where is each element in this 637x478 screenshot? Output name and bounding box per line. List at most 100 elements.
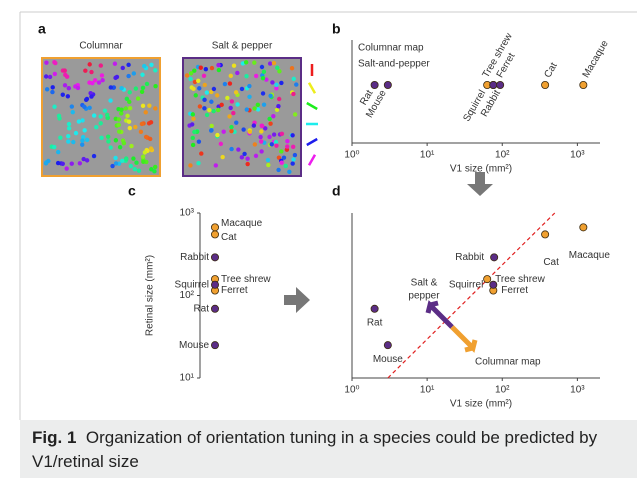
map-cell xyxy=(126,62,131,68)
map-cell xyxy=(184,73,190,78)
map-cell xyxy=(70,109,75,115)
map-cell xyxy=(140,85,146,91)
data-point xyxy=(489,81,498,90)
map-cell xyxy=(259,64,265,70)
map-cell xyxy=(47,74,53,80)
map-cell xyxy=(89,69,94,75)
map-cell xyxy=(100,78,105,83)
y-tick-label: 10¹ xyxy=(180,373,195,384)
map-cell xyxy=(136,168,142,173)
map-cell xyxy=(190,142,196,148)
map-cell xyxy=(276,167,281,173)
point-label: Rabbit xyxy=(180,252,209,263)
data-point xyxy=(579,81,588,90)
map-cell xyxy=(252,106,257,111)
data-point xyxy=(489,280,498,289)
annotation: Columnar map xyxy=(475,357,541,368)
map-cell xyxy=(80,138,85,143)
point-label: Cat xyxy=(221,232,237,243)
map-cell xyxy=(259,149,264,154)
map-cell xyxy=(289,66,295,71)
map-cell xyxy=(133,86,139,91)
map-cell xyxy=(62,83,68,88)
map-cell xyxy=(108,98,113,103)
map-cell xyxy=(215,107,221,113)
map-cell xyxy=(147,103,152,108)
map-cell xyxy=(209,89,214,95)
map-cell xyxy=(152,169,157,174)
right-arrow xyxy=(284,287,310,313)
map-cell xyxy=(127,90,132,95)
map-cell xyxy=(261,69,267,74)
y-tick-label: 10³ xyxy=(180,208,195,219)
orientation-key xyxy=(307,154,317,166)
map-cell xyxy=(141,159,146,165)
map-cell xyxy=(236,147,241,152)
map-cell xyxy=(259,139,264,144)
map-cell xyxy=(235,70,240,76)
map-cell xyxy=(268,121,273,126)
data-point xyxy=(210,280,219,289)
map-cell xyxy=(84,97,89,103)
map-cell xyxy=(142,63,147,69)
arrow-salt-pepper xyxy=(425,300,454,329)
map-cell xyxy=(52,71,58,77)
map-cell xyxy=(229,99,235,104)
map-cell xyxy=(149,62,154,67)
map-cell xyxy=(132,166,138,172)
map-cell xyxy=(153,106,158,111)
map-cell xyxy=(287,169,292,174)
map-cell xyxy=(219,102,224,108)
data-point xyxy=(383,341,392,350)
map-cell xyxy=(211,86,217,92)
x-axis-title: V1 size (mm²) xyxy=(450,399,512,410)
map-title: Columnar xyxy=(79,41,123,52)
map-cell xyxy=(252,142,258,147)
map-cell xyxy=(229,128,234,134)
map-cell xyxy=(66,121,72,127)
map-cell xyxy=(63,72,68,78)
point-label: Squirrel xyxy=(175,279,209,290)
map-cell xyxy=(80,118,85,123)
map-cell xyxy=(188,71,194,76)
map-cell xyxy=(113,155,118,161)
map-cell xyxy=(153,68,158,73)
annotation: Salt & xyxy=(411,278,438,289)
map-cell xyxy=(64,166,69,171)
map-cell xyxy=(244,107,249,112)
map-cell xyxy=(215,132,220,138)
map-cell xyxy=(271,132,277,137)
map-cell xyxy=(276,155,282,160)
map-cell xyxy=(276,96,282,102)
map-cell xyxy=(102,108,108,113)
map-cell xyxy=(108,85,113,90)
map-cell xyxy=(202,97,207,103)
map-cell xyxy=(192,129,197,135)
map-cell xyxy=(104,112,110,118)
map-cell xyxy=(143,110,148,115)
map-cell xyxy=(140,154,146,159)
map-cell xyxy=(80,142,85,147)
map-cell xyxy=(91,113,97,118)
map-cell xyxy=(84,137,90,143)
map-cell xyxy=(98,63,104,68)
map-cell xyxy=(106,139,111,144)
x-tick-label: 10⁰ xyxy=(344,150,359,161)
map-cell xyxy=(44,87,50,92)
map-cell xyxy=(258,134,263,140)
map-cell xyxy=(121,140,127,146)
map-cell xyxy=(242,151,247,157)
figure-panels: a Columnar Salt & pepper b 10⁰ 10¹ 10² 10³ V1 si… xyxy=(19,11,637,420)
map-cell xyxy=(270,80,275,85)
panel-letter: c xyxy=(128,183,136,199)
map-cell xyxy=(69,104,75,109)
x-axis-title: V1 size (mm²) xyxy=(450,164,512,175)
map-cell xyxy=(239,155,245,160)
map-cell xyxy=(225,95,230,101)
map-cell xyxy=(110,163,115,169)
data-point xyxy=(383,81,392,90)
point-label: Ferret xyxy=(221,285,248,296)
map-cell xyxy=(260,76,266,81)
map-cell xyxy=(197,86,202,91)
orientation-key xyxy=(307,82,317,94)
